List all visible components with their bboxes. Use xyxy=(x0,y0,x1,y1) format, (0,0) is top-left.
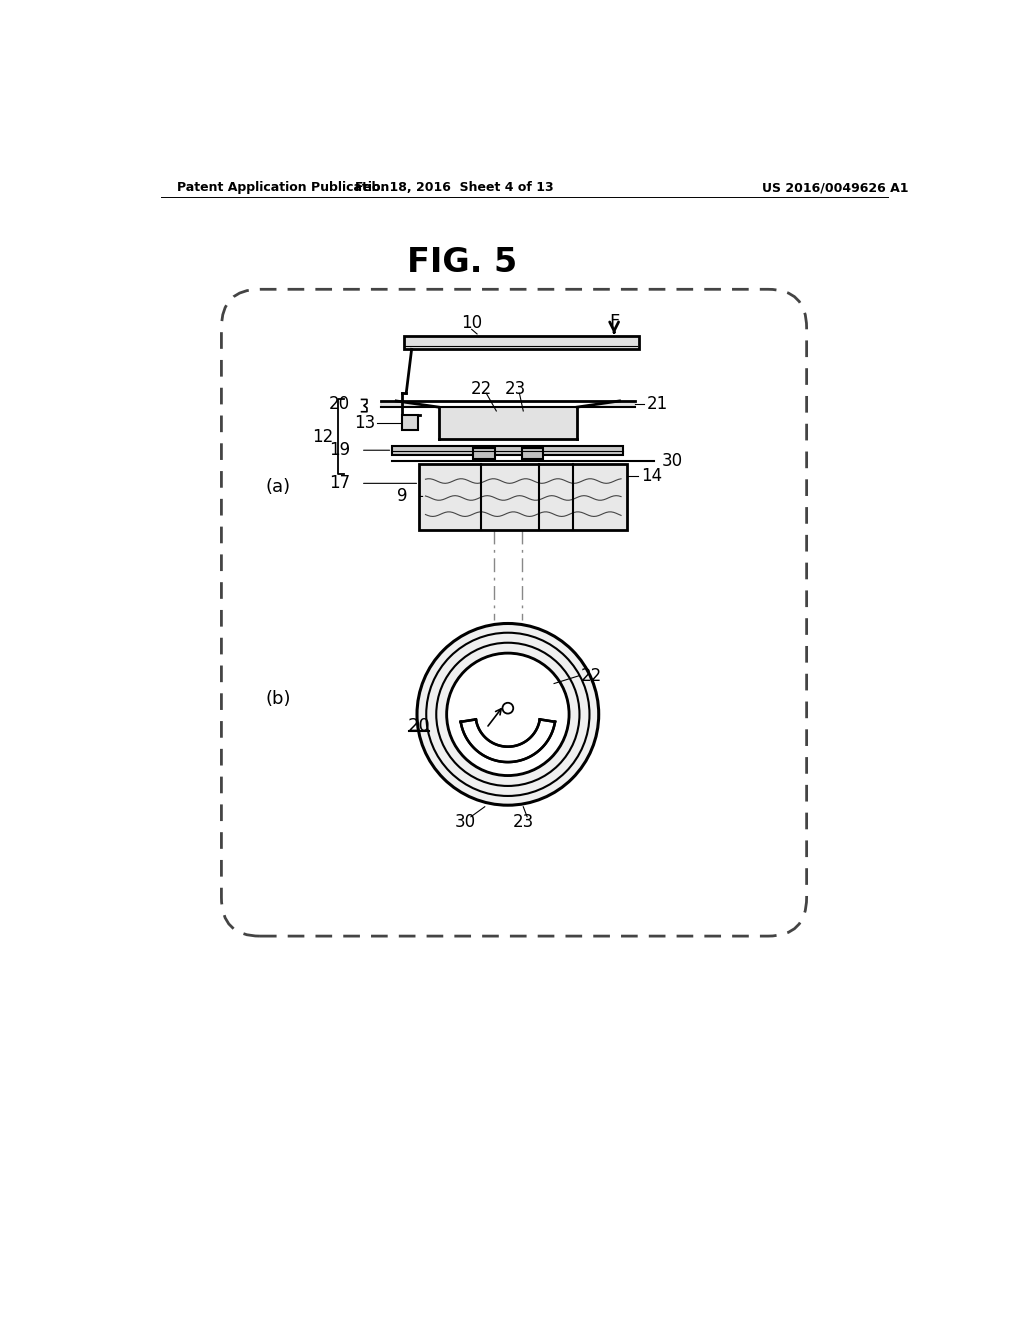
Bar xyxy=(473,447,495,459)
Circle shape xyxy=(447,653,568,775)
Polygon shape xyxy=(403,335,639,350)
Text: Patent Application Publication: Patent Application Publication xyxy=(177,181,389,194)
Text: FIG. 5: FIG. 5 xyxy=(407,246,517,279)
Bar xyxy=(402,414,418,430)
Text: (b): (b) xyxy=(265,690,291,708)
Text: 17: 17 xyxy=(329,474,350,492)
Text: 13: 13 xyxy=(354,413,376,432)
Text: Feb. 18, 2016  Sheet 4 of 13: Feb. 18, 2016 Sheet 4 of 13 xyxy=(354,181,553,194)
Text: 20: 20 xyxy=(329,395,350,413)
Polygon shape xyxy=(381,401,635,440)
Text: 30: 30 xyxy=(455,813,476,832)
Text: 19: 19 xyxy=(329,441,350,459)
Bar xyxy=(521,447,544,459)
Text: 9: 9 xyxy=(397,487,408,506)
Text: 23: 23 xyxy=(505,380,526,397)
Text: 22: 22 xyxy=(470,380,492,397)
Bar xyxy=(392,446,624,455)
Text: 12: 12 xyxy=(312,428,333,446)
Text: 14: 14 xyxy=(641,467,663,484)
Polygon shape xyxy=(461,719,555,762)
Circle shape xyxy=(417,623,599,805)
Text: 23: 23 xyxy=(513,813,534,832)
Text: 22: 22 xyxy=(581,667,602,685)
Text: 30: 30 xyxy=(662,451,683,470)
Text: (a): (a) xyxy=(265,478,291,496)
Bar xyxy=(419,465,628,529)
Text: 10: 10 xyxy=(461,314,482,333)
Text: 20: 20 xyxy=(408,717,431,735)
Text: F: F xyxy=(609,313,620,330)
Text: 21: 21 xyxy=(646,395,668,413)
Text: US 2016/0049626 A1: US 2016/0049626 A1 xyxy=(762,181,908,194)
